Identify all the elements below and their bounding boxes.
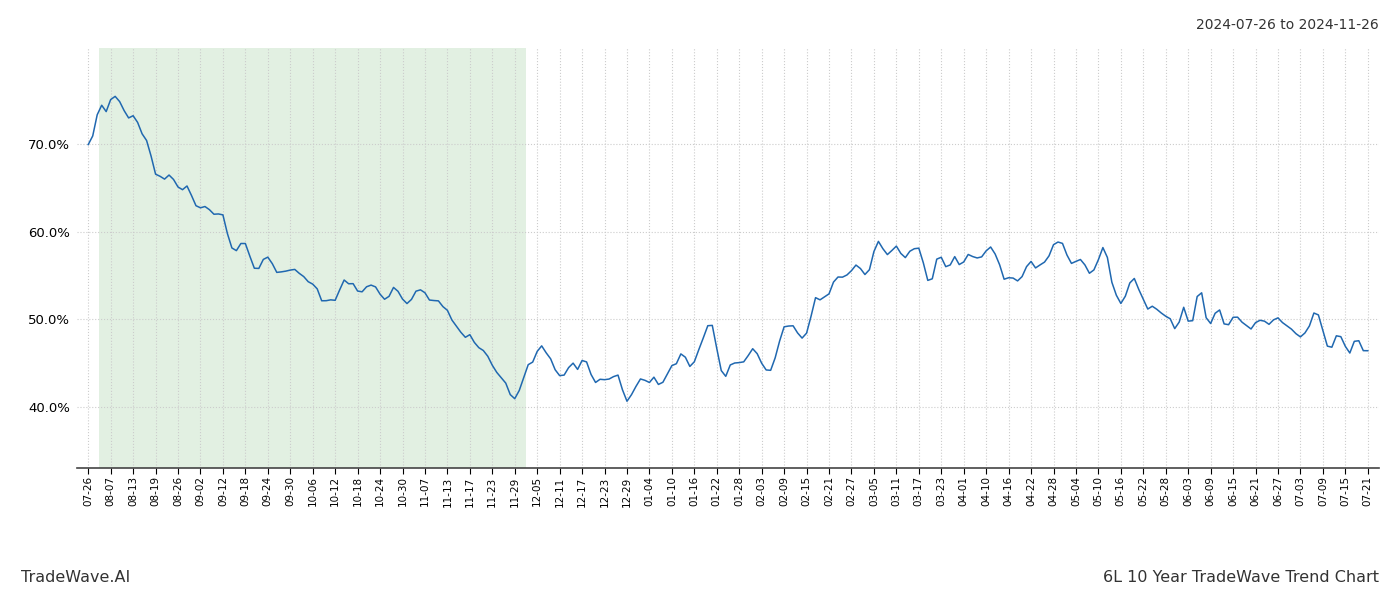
Text: 2024-07-26 to 2024-11-26: 2024-07-26 to 2024-11-26 — [1196, 18, 1379, 32]
Text: TradeWave.AI: TradeWave.AI — [21, 570, 130, 585]
Bar — [99, 48, 526, 468]
Text: 6L 10 Year TradeWave Trend Chart: 6L 10 Year TradeWave Trend Chart — [1103, 570, 1379, 585]
